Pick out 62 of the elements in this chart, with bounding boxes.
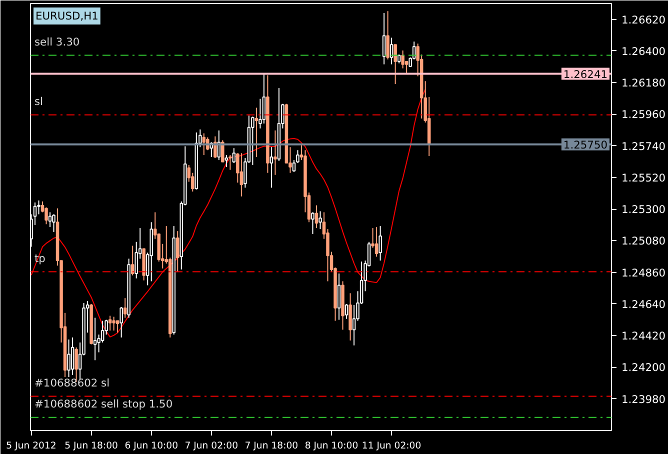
y-tick-label: 1.24420 xyxy=(622,330,666,343)
y-tick-label: 1.25960 xyxy=(622,108,666,122)
candlestick xyxy=(314,204,318,229)
candlestick xyxy=(70,336,74,376)
candlestick xyxy=(254,107,258,158)
y-tick-label: 1.25080 xyxy=(622,234,666,248)
text: EURUSD,H1 xyxy=(36,10,98,22)
candlestick xyxy=(93,317,97,361)
candlestick xyxy=(52,214,56,232)
y-tick-label: 1.25520 xyxy=(622,171,666,184)
candlestick xyxy=(386,10,390,60)
candlestick xyxy=(108,315,112,332)
candlestick xyxy=(112,316,116,332)
ref-line-label: #10688602 sell stop 1.50 xyxy=(34,397,173,410)
y-tick-label: 1.23980 xyxy=(622,392,666,406)
candlestick xyxy=(352,304,356,346)
ref-line-label: sl xyxy=(34,94,44,108)
candlestick xyxy=(374,226,378,258)
candlestick xyxy=(394,44,397,85)
y-tick-label: 1.26620 xyxy=(622,13,666,26)
candlestick xyxy=(123,298,127,318)
candlestick xyxy=(130,245,134,276)
x-tick-label: 8 Jun 10:00 xyxy=(304,440,358,452)
candlestick xyxy=(382,12,386,65)
candlestick xyxy=(67,338,70,378)
candlestick xyxy=(274,130,277,176)
candlestick xyxy=(401,50,404,69)
candlestick xyxy=(176,230,180,272)
candlestick xyxy=(202,132,206,156)
candlestick xyxy=(224,154,228,168)
x-tick-label: 5 Jun 18:00 xyxy=(64,440,118,452)
candlestick xyxy=(48,212,52,228)
x-tick-label: 6 Jun 10:00 xyxy=(124,440,178,452)
y-tick-label: 1.25740 xyxy=(622,140,666,153)
candlestick xyxy=(240,152,244,197)
x-tick-label: 7 Jun 02:00 xyxy=(184,440,238,452)
candlestick xyxy=(311,212,314,234)
x-tick-label: 7 Jun 18:00 xyxy=(244,440,298,452)
x-tick-label: 11 Jun 02:00 xyxy=(362,440,422,452)
y-tick-label: 1.26400 xyxy=(622,44,666,58)
candlestick xyxy=(262,74,266,124)
candlestick xyxy=(270,146,274,188)
ref-line-label: sell 3.30 xyxy=(34,35,80,48)
candlestick xyxy=(337,273,341,320)
y-tick-label: 1.25300 xyxy=(622,203,666,216)
ref-line-label: #10688602 sl xyxy=(34,376,110,390)
candlestick xyxy=(221,140,224,162)
y-tick-label: 1.24860 xyxy=(622,266,666,280)
candlestick xyxy=(318,210,322,230)
candlestick xyxy=(228,154,232,170)
x-tick-label: 5 Jun 2012 xyxy=(6,440,56,452)
candlestick xyxy=(378,226,382,262)
candlestick xyxy=(251,116,254,166)
y-tick-label: 1.24640 xyxy=(622,298,666,311)
candlestick xyxy=(344,303,348,320)
ref-line-label: 1.25750 xyxy=(563,138,608,152)
y-tick-label: 1.24200 xyxy=(622,361,666,374)
y-tick-label: 1.26180 xyxy=(622,76,666,90)
candlestick xyxy=(232,148,236,164)
ref-line-label: 1.26241 xyxy=(563,68,608,81)
candlestick xyxy=(120,306,123,338)
candlestick xyxy=(116,320,120,334)
